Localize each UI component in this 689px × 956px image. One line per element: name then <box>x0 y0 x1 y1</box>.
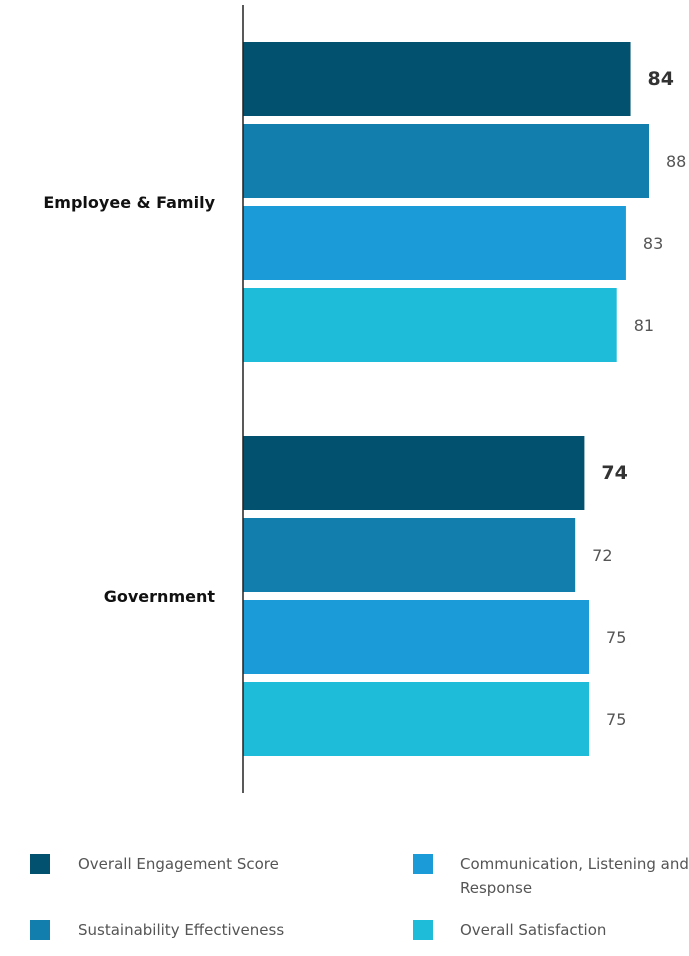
data-label: 88 <box>666 152 686 171</box>
legend-item-sustainability: Sustainability Effectiveness <box>30 918 284 942</box>
category-label: Employee & Family <box>43 193 215 212</box>
legend-swatch <box>413 854 433 874</box>
bar <box>243 682 590 756</box>
data-label: 81 <box>634 316 654 335</box>
legend-label: Communication, Listening and Response <box>460 855 689 897</box>
legend-item-overall-satisfaction: Overall Satisfaction <box>413 918 606 942</box>
bar <box>243 206 626 280</box>
data-label: 74 <box>601 462 627 484</box>
bar <box>243 518 576 592</box>
bar <box>243 436 585 510</box>
legend-item-overall-engagement: Overall Engagement Score <box>30 852 279 876</box>
data-label: 84 <box>648 68 674 90</box>
legend-swatch <box>413 920 433 940</box>
data-label: 72 <box>592 546 612 565</box>
legend-label: Sustainability Effectiveness <box>78 921 285 939</box>
category-label: Government <box>104 587 216 606</box>
bar <box>243 124 649 198</box>
legend-swatch <box>30 854 50 874</box>
data-label: 75 <box>606 710 626 729</box>
legend-swatch <box>30 920 50 940</box>
bar-chart: Employee & Family 84 88 83 81 Government 74 72 7… <box>43 5 686 793</box>
chart-legend: Overall Engagement Score Communication, … <box>0 800 689 956</box>
legend-label: Overall Engagement Score <box>78 855 279 873</box>
bar <box>243 600 590 674</box>
bar <box>243 288 617 362</box>
bar <box>243 42 631 116</box>
legend-item-communication: Communication, Listening and Response <box>413 852 689 900</box>
data-label: 75 <box>606 628 626 647</box>
legend-label: Overall Satisfaction <box>460 921 607 939</box>
data-label: 83 <box>643 234 663 253</box>
